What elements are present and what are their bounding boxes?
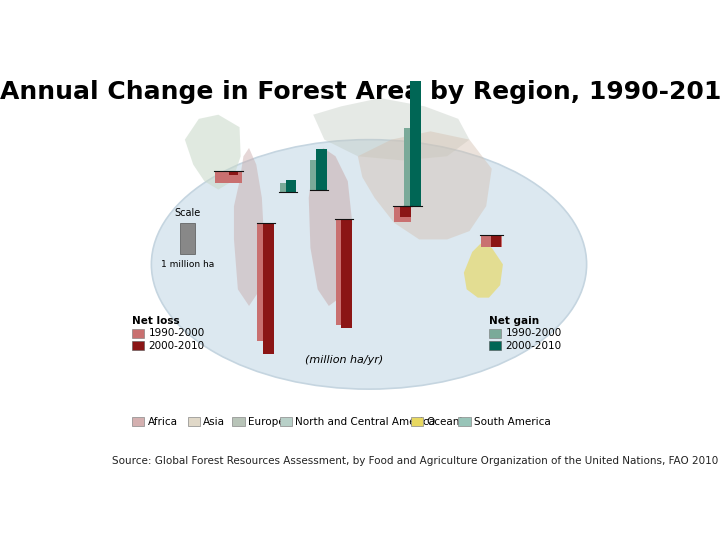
- Bar: [310, 160, 327, 190]
- Bar: [132, 329, 144, 338]
- Text: Scale: Scale: [174, 208, 201, 218]
- Bar: [286, 180, 296, 192]
- Bar: [481, 235, 503, 246]
- Bar: [132, 417, 144, 426]
- Text: 1990-2000: 1990-2000: [505, 328, 562, 339]
- Text: (million ha/yr): (million ha/yr): [305, 355, 383, 365]
- Bar: [489, 329, 501, 338]
- Text: Asia: Asia: [203, 416, 225, 427]
- Bar: [188, 417, 200, 426]
- Polygon shape: [464, 244, 503, 298]
- Bar: [258, 223, 274, 341]
- Text: North and Central America: North and Central America: [295, 416, 436, 427]
- Bar: [489, 341, 501, 350]
- Polygon shape: [234, 148, 264, 306]
- Bar: [404, 128, 421, 206]
- Bar: [264, 223, 274, 354]
- Bar: [316, 149, 328, 190]
- Bar: [229, 171, 238, 174]
- Text: Oceania: Oceania: [426, 416, 469, 427]
- Bar: [280, 417, 292, 426]
- Bar: [410, 82, 421, 206]
- Bar: [215, 171, 242, 183]
- Text: Annual Change in Forest Area by Region, 1990-2010: Annual Change in Forest Area by Region, …: [0, 80, 720, 104]
- Bar: [280, 183, 296, 192]
- Text: 2000-2010: 2000-2010: [505, 341, 562, 351]
- Text: Africa: Africa: [148, 416, 177, 427]
- Bar: [459, 417, 471, 426]
- Polygon shape: [358, 131, 492, 239]
- Bar: [411, 417, 423, 426]
- Text: South America: South America: [474, 416, 551, 427]
- Text: Net gain: Net gain: [489, 315, 539, 326]
- Bar: [132, 341, 144, 350]
- Bar: [400, 206, 411, 217]
- Ellipse shape: [151, 140, 587, 389]
- Text: Europe: Europe: [248, 416, 284, 427]
- Bar: [336, 219, 352, 325]
- Bar: [394, 206, 411, 222]
- Text: 2000-2010: 2000-2010: [148, 341, 204, 351]
- Text: Net loss: Net loss: [132, 315, 179, 326]
- Text: 1 million ha: 1 million ha: [161, 260, 215, 269]
- Polygon shape: [309, 148, 352, 306]
- Bar: [233, 417, 245, 426]
- Polygon shape: [313, 98, 469, 160]
- Polygon shape: [185, 114, 240, 190]
- Bar: [180, 223, 195, 254]
- Text: Source: Global Forest Resources Assessment, by Food and Agriculture Organization: Source: Global Forest Resources Assessme…: [112, 456, 719, 465]
- Bar: [341, 219, 353, 328]
- Bar: [490, 235, 500, 246]
- Text: 1990-2000: 1990-2000: [148, 328, 205, 339]
